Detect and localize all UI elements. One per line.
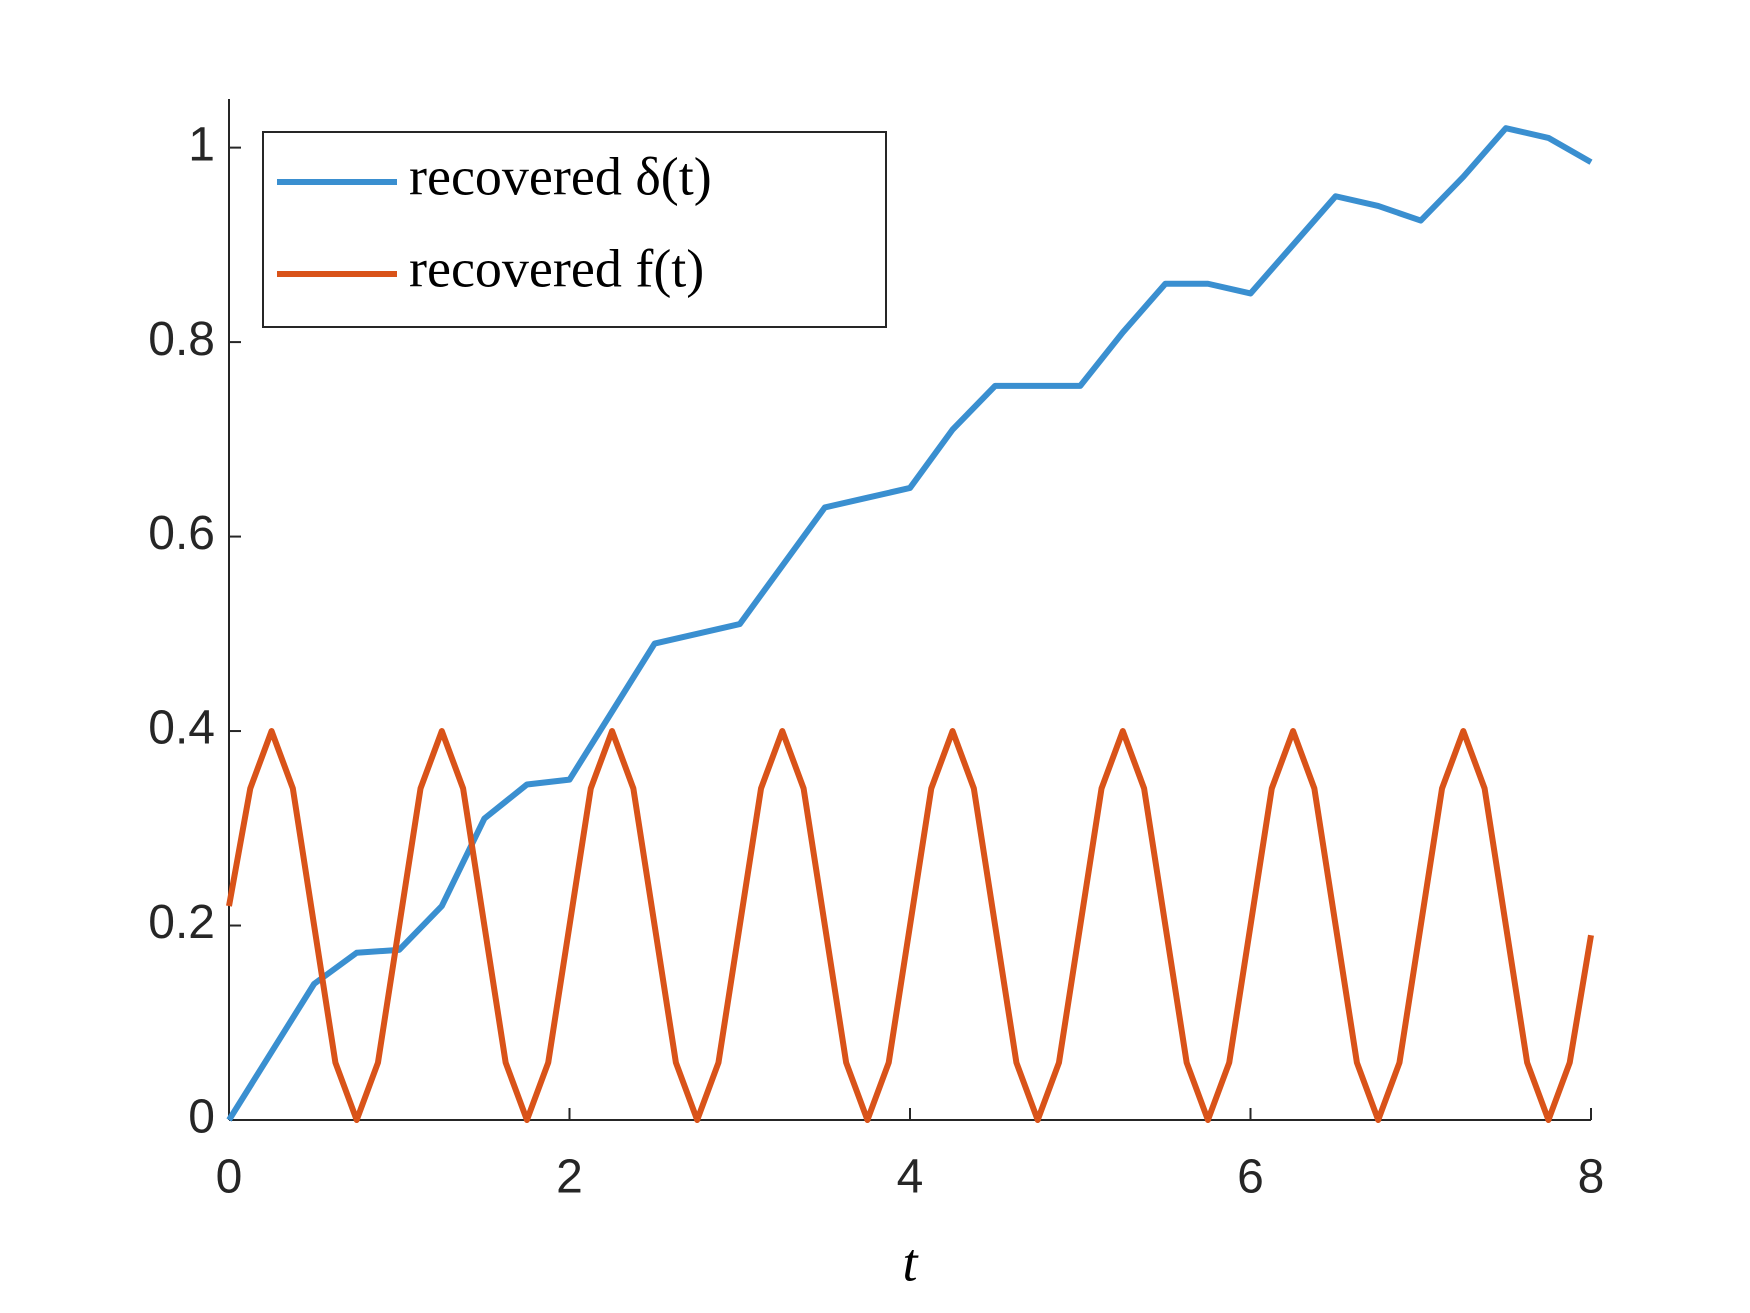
data-line [226, 728, 1594, 1123]
legend-label: recovered δ(t) [409, 146, 712, 206]
x-axis-label: t [902, 1232, 919, 1292]
y-tick-label: 0.2 [148, 896, 215, 949]
y-tick-label: 0 [188, 1091, 215, 1144]
legend-label: recovered f(t) [409, 238, 704, 298]
y-tick-label: 0.4 [148, 702, 215, 755]
legend-box [262, 131, 887, 328]
data-line [226, 125, 1593, 1122]
y-tick-label: 0.6 [148, 507, 215, 560]
y-tick-label: 0.8 [148, 313, 215, 366]
x-tick-label: 8 [1578, 1151, 1605, 1204]
y-tick-label: 1 [188, 118, 215, 171]
x-tick-label: 0 [216, 1151, 243, 1204]
x-tick-label: 6 [1237, 1151, 1264, 1204]
x-tick-label: 4 [897, 1151, 924, 1204]
x-tick-label: 2 [556, 1151, 583, 1204]
